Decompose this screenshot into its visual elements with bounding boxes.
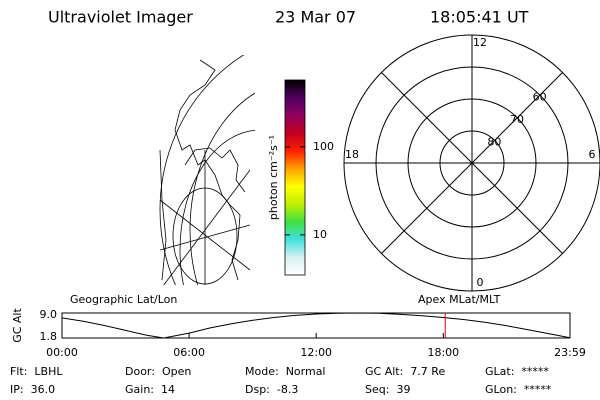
field-value: LBHL [34, 365, 63, 378]
ring-label: 70 [510, 113, 524, 126]
colorbar-fill [284, 79, 306, 276]
field-value: Open [162, 365, 191, 378]
hour-label: 0 [477, 276, 484, 289]
x-tick-label: 12:00 [300, 346, 332, 359]
globe-map [159, 55, 255, 285]
field-label: GLon: [485, 383, 517, 396]
hour-label: 6 [589, 148, 596, 161]
time: 18:05:41 UT [430, 8, 529, 27]
x-tick-label: 23:59 [554, 346, 586, 359]
field-value: 36.0 [31, 383, 56, 396]
field-value: 39 [396, 383, 410, 396]
colorbar-tick-label: 10 [313, 228, 327, 241]
title: Ultraviolet Imager [48, 8, 193, 27]
polar-label: Apex MLat/MLT [418, 293, 501, 306]
colorbar: 10 100 photon cm⁻²s⁻¹ [267, 79, 334, 276]
field-value: 7.7 Re [410, 365, 445, 378]
x-tick-label: 00:00 [46, 346, 78, 359]
altitude-panel: 9.0 1.8 00:00 06:00 12:00 18:00 23:59 GC Alt [11, 308, 586, 359]
footer: Flt: LBHL Door: Open Mode: Normal GC Alt: 7.7 R… [10, 365, 552, 396]
field-label: GLat: [485, 365, 514, 378]
x-tick-label: 18:00 [427, 346, 459, 359]
ring-label: 80 [487, 136, 501, 149]
field-label: GC Alt: [365, 365, 403, 378]
field-value: -8.3 [277, 383, 298, 396]
field-label: Mode: [245, 365, 279, 378]
field-label: Door: [125, 365, 155, 378]
ring-label: 60 [533, 90, 547, 103]
field-label: Dsp: [245, 383, 270, 396]
altitude-line [61, 312, 571, 339]
y-axis-label: GC Alt [11, 308, 24, 343]
field-value: Normal [286, 365, 326, 378]
y-tick-label: 9.0 [40, 308, 58, 321]
x-tick-label: 06:00 [173, 346, 205, 359]
hour-label: 18 [345, 148, 359, 161]
y-tick-label: 1.8 [40, 330, 58, 343]
polar-spoke [381, 162, 473, 254]
polar-spoke [471, 72, 563, 164]
field-label: IP: [10, 383, 24, 396]
date: 23 Mar 07 [275, 8, 356, 27]
field-value: 14 [161, 383, 175, 396]
polar-spoke [381, 72, 473, 164]
field-label: Seq: [365, 383, 389, 396]
map-label: Geographic Lat/Lon [70, 293, 177, 306]
field-value: ***** [524, 383, 552, 396]
hour-label: 12 [473, 36, 487, 49]
polar-spoke [471, 162, 563, 254]
field-label: Gain: [125, 383, 154, 396]
colorbar-label: photon cm⁻²s⁻¹ [267, 135, 280, 220]
field-label: Flt: [10, 365, 27, 378]
colorbar-tick-label: 100 [313, 140, 334, 153]
field-value: ***** [521, 365, 549, 378]
